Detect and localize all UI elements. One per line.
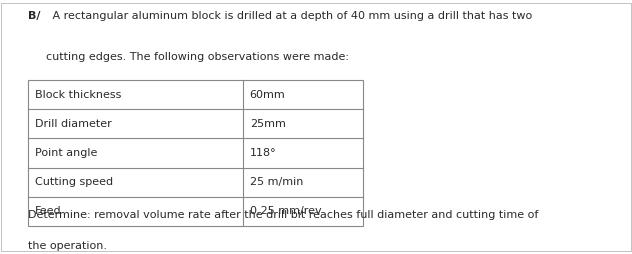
Text: 25mm: 25mm: [250, 119, 286, 129]
Text: B/: B/: [28, 11, 41, 21]
Text: A rectangular aluminum block is drilled at a depth of 40 mm using a drill that h: A rectangular aluminum block is drilled …: [49, 11, 532, 21]
Text: the operation.: the operation.: [28, 241, 107, 251]
Text: Drill diameter: Drill diameter: [35, 119, 111, 129]
Text: Determine: removal volume rate after the drill bit reaches full diameter and cut: Determine: removal volume rate after the…: [28, 210, 539, 219]
Text: 25 m/min: 25 m/min: [250, 177, 303, 187]
Text: Point angle: Point angle: [35, 148, 97, 158]
Text: 0.25 mm/rev: 0.25 mm/rev: [250, 207, 321, 216]
Text: 118°: 118°: [250, 148, 276, 158]
Text: Block thickness: Block thickness: [35, 90, 121, 100]
Text: 60mm: 60mm: [250, 90, 286, 100]
Text: Feed: Feed: [35, 207, 61, 216]
Text: cutting edges. The following observations were made:: cutting edges. The following observation…: [46, 52, 348, 62]
Text: Cutting speed: Cutting speed: [35, 177, 113, 187]
